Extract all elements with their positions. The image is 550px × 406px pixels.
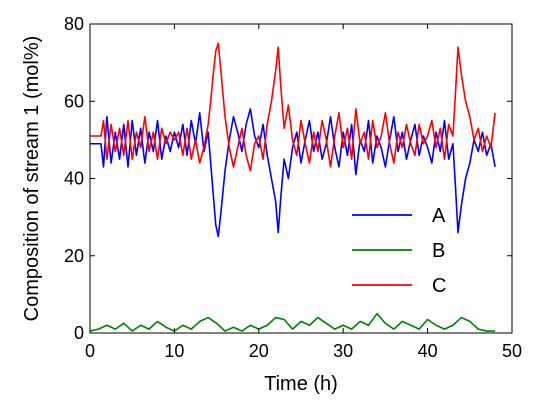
ticks-layer	[89, 23, 513, 334]
x-axis-title: Time (h)	[264, 373, 338, 395]
series-line-a	[90, 108, 496, 238]
x-tick-label: 50	[502, 341, 522, 361]
x-tick-label: 0	[85, 341, 95, 361]
x-tick-label: 40	[418, 341, 438, 361]
x-tick-label: 20	[249, 341, 269, 361]
y-tick-label: 0	[74, 323, 84, 343]
series-line-c	[90, 42, 496, 172]
legend-label-b: B	[432, 240, 445, 262]
series-layer	[90, 42, 496, 332]
legend-label-c: C	[432, 275, 446, 297]
y-tick-label: 40	[64, 169, 84, 189]
series-line-b	[90, 312, 496, 332]
x-tick-label: 30	[333, 341, 353, 361]
legend-label-a: A	[432, 205, 446, 227]
y-tick-label: 60	[64, 91, 84, 111]
y-axis-title: Composition of stream 1 (mol%)	[21, 36, 43, 322]
tick-labels-layer: 0 10 20 30 40 50 0 20 40 60 80	[64, 14, 522, 361]
y-tick-label: 20	[64, 246, 84, 266]
y-tick-label: 80	[64, 14, 84, 34]
x-tick-label: 10	[164, 341, 184, 361]
legend: ABC	[352, 205, 446, 297]
